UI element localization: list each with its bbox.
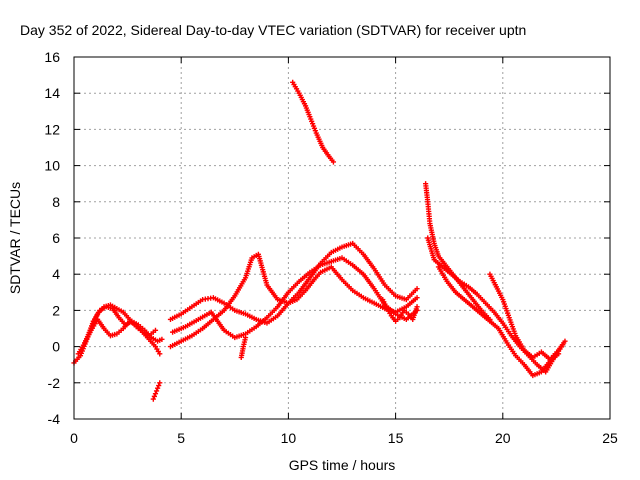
y-tick-label: 16 xyxy=(44,49,60,65)
x-axis-title: GPS time / hours xyxy=(289,457,396,473)
y-tick-label: 8 xyxy=(52,194,60,210)
data-point xyxy=(330,159,337,165)
series-track-d xyxy=(150,380,163,402)
data-point xyxy=(159,336,165,342)
series-track-h xyxy=(238,334,249,361)
y-tick-label: 0 xyxy=(52,339,60,355)
data-point xyxy=(152,391,159,397)
data-point xyxy=(157,351,163,357)
series-track-c xyxy=(82,302,159,346)
data-point xyxy=(156,382,162,389)
series-track-l xyxy=(425,235,566,375)
y-tick-label: 2 xyxy=(52,302,60,318)
y-tick-label: 12 xyxy=(44,121,60,137)
grid xyxy=(74,57,610,419)
x-tick-label: 25 xyxy=(602,430,618,446)
data-point xyxy=(562,338,568,344)
data-point xyxy=(414,286,420,292)
data-point xyxy=(153,388,160,394)
chart-title: Day 352 of 2022, Sidereal Day-to-day VTE… xyxy=(20,22,526,38)
series-track-n xyxy=(487,271,568,362)
series-track-j xyxy=(380,296,420,324)
series-track-f xyxy=(167,240,420,326)
x-tick-label: 20 xyxy=(495,430,511,446)
y-tick-label: 10 xyxy=(44,158,60,174)
series-track-k xyxy=(423,181,493,323)
y-tick-label: -2 xyxy=(48,375,61,391)
series-track-i xyxy=(290,79,337,165)
data-points xyxy=(71,79,568,402)
data-point xyxy=(414,295,420,301)
series-track-m xyxy=(435,264,562,379)
y-tick-label: 14 xyxy=(44,85,60,101)
x-tick-label: 5 xyxy=(177,430,185,446)
y-tick-label: 6 xyxy=(52,230,60,246)
y-tick-label: 4 xyxy=(52,266,60,282)
plot-frame xyxy=(73,56,611,420)
data-point xyxy=(242,334,249,341)
data-point xyxy=(151,393,157,399)
data-point xyxy=(155,385,161,391)
data-point xyxy=(157,380,163,386)
y-axis-title: SDTVAR / TECUs xyxy=(7,182,23,294)
x-tick-label: 0 xyxy=(70,430,78,446)
x-tick-label: 15 xyxy=(388,430,404,446)
data-point xyxy=(152,327,159,333)
data-point xyxy=(150,396,156,402)
y-tick-label: -4 xyxy=(48,411,61,427)
data-point xyxy=(414,304,420,310)
axis-ticks: 0 5 10 15 20 25 -4 -2 0 2 4 6 8 10 12 14 16 xyxy=(44,49,618,446)
x-tick-label: 10 xyxy=(281,430,297,446)
